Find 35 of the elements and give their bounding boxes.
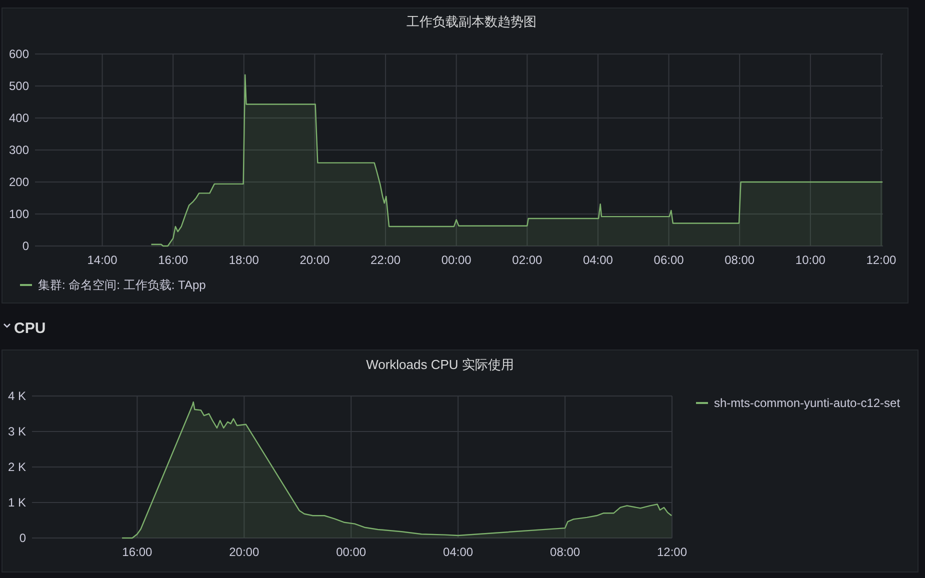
x-tick-label: 10:00	[795, 253, 826, 267]
x-tick-label: 20:00	[229, 545, 260, 559]
x-tick-label: 20:00	[300, 253, 330, 267]
x-tick-label: 16:00	[122, 545, 153, 559]
x-tick-label: 08:00	[550, 545, 580, 559]
x-tick-label: 12:00	[866, 253, 897, 267]
x-tick-label: 04:00	[443, 545, 474, 559]
x-tick-label: 22:00	[370, 253, 401, 267]
x-tick-label: 16:00	[158, 253, 188, 267]
y-tick-label: 300	[8, 143, 30, 157]
y-tick-label: 1 K	[8, 496, 26, 510]
y-tick-label: 3 K	[8, 424, 26, 438]
x-tick-label: 06:00	[654, 253, 684, 267]
x-tick-label: 18:00	[228, 253, 260, 267]
x-tick-label: 14:00	[87, 253, 118, 267]
legend-label: sh-mts-common-yunti-auto-c12-set	[714, 396, 901, 410]
y-tick-label: 200	[8, 175, 30, 189]
x-tick-label: 04:00	[582, 253, 614, 267]
chart-title: 工作负载副本数趋势图	[406, 14, 536, 29]
x-tick-label: 00:00	[441, 253, 472, 267]
text: CPU	[14, 320, 46, 337]
y-tick-label: 400	[8, 111, 30, 125]
y-tick-label: 100	[8, 207, 30, 221]
y-tick-label: 500	[8, 79, 30, 93]
y-tick-label: 2 K	[8, 460, 26, 474]
chart-title: Workloads CPU 实际使用	[366, 357, 514, 372]
y-tick-label: 4 K	[8, 389, 26, 403]
y-tick-label: 0	[22, 239, 30, 253]
x-tick-label: 12:00	[656, 545, 688, 559]
y-tick-label: 600	[8, 47, 30, 61]
y-tick-label: 0	[19, 531, 26, 545]
x-tick-label: 08:00	[724, 253, 755, 267]
x-tick-label: 00:00	[336, 545, 366, 559]
legend-label: 集群: 命名空间: 工作负载: TApp	[38, 278, 206, 292]
x-tick-label: 02:00	[512, 253, 542, 267]
